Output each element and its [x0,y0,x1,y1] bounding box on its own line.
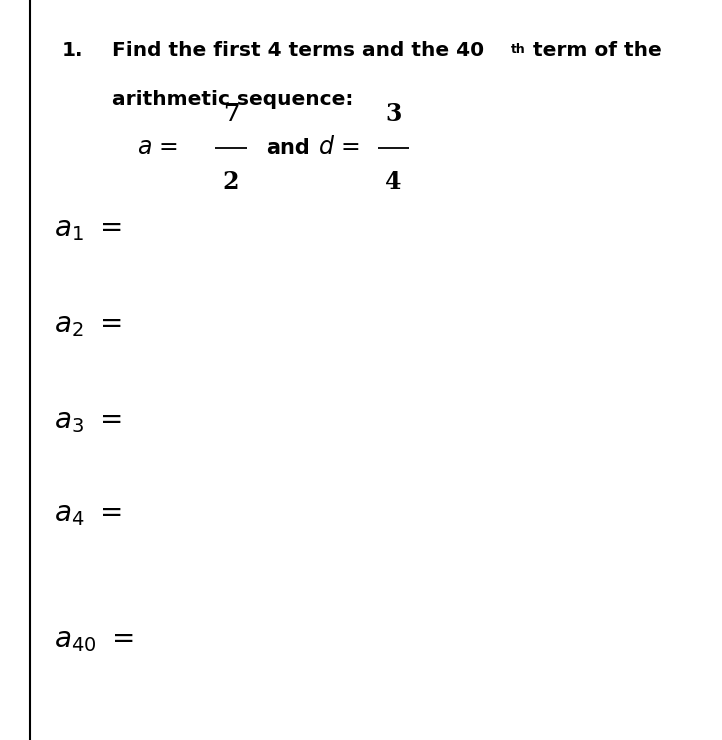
Text: th: th [510,43,525,56]
Text: 1.: 1. [61,41,83,60]
Text: 4: 4 [386,170,401,194]
Text: $a_1$ $=$: $a_1$ $=$ [54,216,122,243]
Text: 2: 2 [223,170,239,194]
Text: $a_2$ $=$: $a_2$ $=$ [54,312,122,339]
Text: $a$ =: $a$ = [137,136,178,160]
Text: $a_3$ $=$: $a_3$ $=$ [54,408,122,435]
Text: and: and [266,138,310,158]
Text: Find the first 4 terms and the 40: Find the first 4 terms and the 40 [112,41,484,60]
Text: $a_{40}$ $=$: $a_{40}$ $=$ [54,627,134,653]
Text: term of the: term of the [526,41,661,60]
Text: $a_4$ $=$: $a_4$ $=$ [54,501,122,528]
Text: $d$ =: $d$ = [318,136,360,160]
Text: arithmetic sequence:: arithmetic sequence: [112,90,353,110]
Text: 7: 7 [223,102,239,126]
Text: 3: 3 [386,102,401,126]
